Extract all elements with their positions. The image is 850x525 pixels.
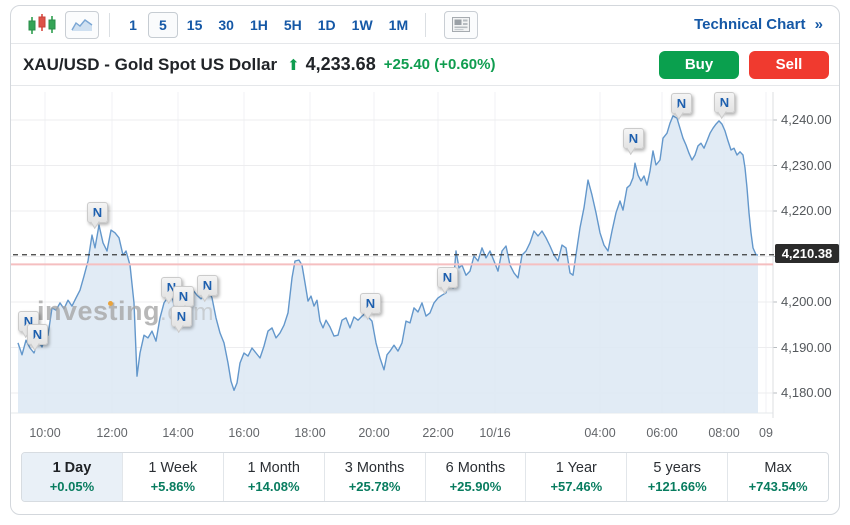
y-axis-label: 4,190.00: [781, 339, 832, 355]
period-tab-label: 1 Day: [52, 460, 92, 476]
toolbar-separator: [425, 12, 427, 37]
period-tab-change: +5.86%: [150, 479, 196, 494]
timeframe-5[interactable]: 5: [148, 11, 178, 38]
news-icon[interactable]: [444, 10, 479, 39]
news-marker[interactable]: N: [87, 202, 108, 223]
chart-toolbar: 1 5 15 30 1H 5H 1D 1W 1M Technical Chart »: [11, 6, 839, 44]
timeframe-15[interactable]: 15: [180, 12, 210, 38]
news-marker[interactable]: N: [173, 286, 194, 307]
timeframe-1h[interactable]: 1H: [243, 12, 275, 38]
period-tab-label: 1 Year: [555, 460, 597, 476]
technical-chart-link[interactable]: Technical Chart »: [694, 16, 823, 33]
double-chevron-right-icon: »: [814, 16, 823, 33]
y-axis-label: 4,230.00: [781, 157, 832, 173]
x-axis-label: 04:00: [584, 426, 616, 440]
chart-area: investing.com 4,210.38 4,240.004,230.004…: [11, 86, 839, 444]
timeframe-30[interactable]: 30: [211, 12, 241, 38]
toolbar-separator: [109, 12, 110, 37]
news-marker[interactable]: N: [437, 267, 458, 288]
timeframe-5h[interactable]: 5H: [277, 12, 309, 38]
timeframe-1d[interactable]: 1D: [311, 12, 343, 38]
timeframe-group: 1 5 15 30 1H 5H 1D 1W 1M: [120, 11, 415, 38]
price-chart[interactable]: [11, 88, 839, 428]
period-tab-change: +121.66%: [647, 479, 707, 494]
period-tab-label: 5 years: [653, 460, 701, 476]
news-marker[interactable]: N: [671, 93, 692, 114]
period-tab-6-months[interactable]: 6 Months +25.90%: [424, 453, 526, 501]
news-marker[interactable]: N: [27, 324, 48, 345]
x-axis-label: 09: [759, 426, 773, 440]
price-change: +25.40 (+0.60%): [383, 56, 496, 73]
period-tab-5-years[interactable]: 5 years +121.66%: [626, 453, 727, 501]
period-tab-label: 3 Months: [344, 460, 405, 476]
period-tab-3-months[interactable]: 3 Months +25.78%: [323, 453, 425, 501]
area-chart-icon[interactable]: [65, 10, 99, 39]
price-up-arrow-icon: ⬆: [287, 55, 300, 74]
news-marker[interactable]: N: [714, 92, 735, 113]
news-marker[interactable]: N: [171, 306, 192, 327]
y-axis-label: 4,220.00: [781, 203, 832, 218]
period-tab-1-day[interactable]: 1 Day +0.05%: [22, 453, 122, 501]
news-marker[interactable]: N: [360, 293, 381, 314]
period-tab-change: +25.90%: [449, 479, 502, 494]
last-price-axis-badge: 4,210.38: [775, 243, 839, 263]
timeframe-1m[interactable]: 1M: [382, 12, 415, 38]
period-tab-change: +14.08%: [247, 479, 300, 494]
last-price: 4,233.68: [305, 54, 376, 74]
x-axis-label: 16:00: [228, 426, 260, 440]
instrument-header: XAU/USD - Gold Spot US Dollar ⬆ 4,233.68…: [11, 44, 839, 86]
period-tab-max[interactable]: Max +743.54%: [727, 453, 828, 501]
x-axis-label: 10:00: [29, 426, 61, 440]
x-axis-label: 18:00: [294, 426, 326, 440]
buy-button[interactable]: Buy: [659, 50, 739, 79]
x-axis-label: 06:00: [646, 426, 678, 440]
x-axis-label: 14:00: [162, 426, 194, 440]
period-tab-change: +25.78%: [348, 479, 401, 494]
timeframe-1w[interactable]: 1W: [345, 12, 380, 38]
period-tab-label: Max: [764, 460, 792, 476]
timeframe-1[interactable]: 1: [120, 12, 146, 38]
period-tab-change: +0.05%: [49, 479, 95, 494]
period-tab-label: 1 Week: [148, 460, 198, 476]
chart-widget-card: 1 5 15 30 1H 5H 1D 1W 1M Technical Chart » XAU/U…: [10, 5, 840, 515]
x-axis-label: 22:00: [422, 426, 454, 440]
candlestick-chart-icon[interactable]: [21, 13, 57, 37]
period-tab-label: 6 Months: [445, 460, 506, 476]
news-marker[interactable]: N: [623, 128, 644, 149]
x-axis-label: 12:00: [96, 426, 128, 440]
sell-button[interactable]: Sell: [749, 50, 829, 79]
y-axis-label: 4,200.00: [781, 294, 832, 309]
period-tab-label: 1 Month: [247, 460, 300, 476]
period-tab-1-year[interactable]: 1 Year +57.46%: [525, 453, 626, 501]
instrument-title: XAU/USD - Gold Spot US Dollar: [23, 54, 278, 74]
y-axis-label: 4,180.00: [781, 385, 832, 400]
period-tab-1-week[interactable]: 1 Week +5.86%: [121, 453, 223, 501]
x-axis-label: 10/16: [479, 426, 511, 440]
period-tab-change: +743.54%: [748, 479, 808, 494]
period-tab-1-month[interactable]: 1 Month +14.08%: [222, 453, 324, 501]
x-axis-label: 20:00: [358, 426, 390, 440]
news-marker[interactable]: N: [197, 275, 218, 296]
technical-chart-label: Technical Chart: [694, 16, 806, 33]
period-tab-change: +57.46%: [550, 479, 603, 494]
x-axis-label: 08:00: [708, 426, 740, 440]
y-axis-label: 4,240.00: [781, 112, 832, 127]
period-performance-tabs: 1 Day +0.05% 1 Week +5.86% 1 Month +14.08% 3 M…: [21, 452, 829, 502]
